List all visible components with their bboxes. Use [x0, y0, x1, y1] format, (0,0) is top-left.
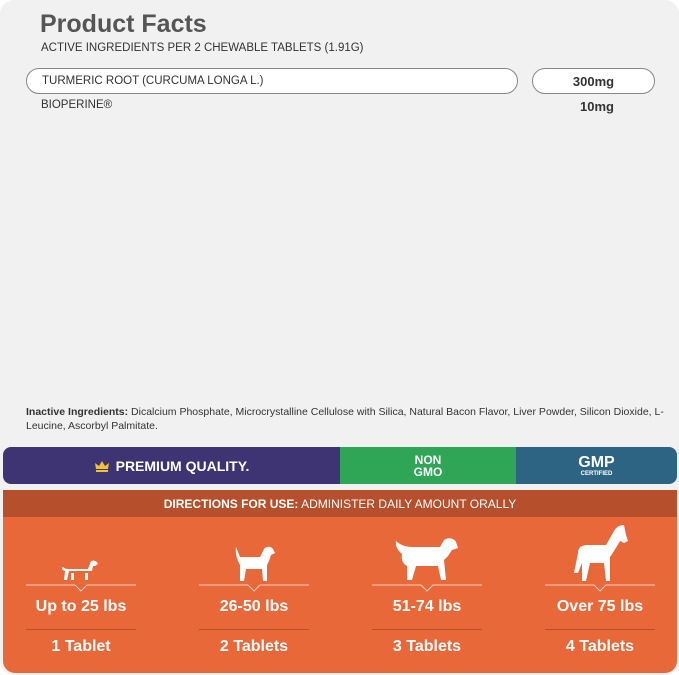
dosage-column: 51-74 lbs 3 Tablets [372, 517, 482, 673]
inactive-label: Inactive Ingredients: [26, 406, 129, 418]
subtitle: ACTIVE INGREDIENTS PER 2 CHEWABLE TABLET… [41, 42, 364, 54]
directions-label: DIRECTIONS FOR USE: [163, 496, 299, 511]
dosage-column: Up to 25 lbs 1 Tablet [26, 517, 136, 673]
page-title: Product Facts [40, 10, 207, 38]
gmp-label: GMP [578, 453, 615, 471]
non-gmo-badge: NON GMO [340, 447, 516, 484]
inactive-text: Dicalcium Phosphate, Microcrystalline Ce… [26, 406, 664, 432]
dose: 3 Tablets [392, 638, 462, 655]
ingredient-name: TURMERIC ROOT (CURCUMA LONGA L.) [26, 68, 518, 94]
weight-range: Up to 25 lbs [35, 598, 127, 615]
directions-text: ADMINISTER DAILY AMOUNT ORALLY [298, 496, 517, 511]
ingredient-amount: 300mg [532, 68, 655, 94]
non-gmo-line1: NON [414, 452, 442, 467]
dosage-column: 26-50 lbs 2 Tablets [199, 517, 309, 673]
gmp-certified: CERTIFIED [580, 470, 613, 477]
medium-dog-icon [235, 546, 275, 581]
gmp-badge: GMP CERTIFIED [516, 447, 677, 484]
dachshund-icon [61, 560, 98, 580]
non-gmo-line2: GMO [413, 464, 443, 479]
premium-quality-badge: PREMIUM QUALITY. [3, 447, 340, 484]
divider [372, 629, 482, 630]
boxer-icon [574, 525, 628, 581]
chevron-divider [545, 584, 655, 592]
divider [199, 629, 309, 630]
divider [26, 629, 136, 630]
weight-range: Over 75 lbs [556, 598, 644, 615]
premium-label: PREMIUM QUALITY. [115, 457, 250, 474]
chevron-divider [199, 584, 309, 592]
ingredient-amount: 10mg [580, 99, 614, 114]
dose: 1 Tablet [51, 638, 111, 655]
weight-range: 51-74 lbs [392, 598, 462, 615]
weight-range: 26-50 lbs [219, 598, 289, 615]
ingredient-name: BIOPERINE® [41, 99, 113, 111]
dose: 4 Tablets [565, 638, 635, 655]
dosage-column: Over 75 lbs 4 Tablets [545, 517, 655, 673]
retriever-icon [395, 538, 458, 580]
dose: 2 Tablets [219, 638, 289, 655]
directions-panel: DIRECTIONS FOR USE: ADMINISTER DAILY AMO… [3, 490, 677, 673]
chevron-divider [26, 584, 136, 592]
chevron-divider [372, 584, 482, 592]
inactive-ingredients: Inactive Ingredients: Dicalcium Phosphat… [26, 405, 666, 433]
crown-icon [94, 460, 109, 472]
directions-header: DIRECTIONS FOR USE: ADMINISTER DAILY AMO… [3, 490, 677, 517]
divider [545, 629, 655, 630]
